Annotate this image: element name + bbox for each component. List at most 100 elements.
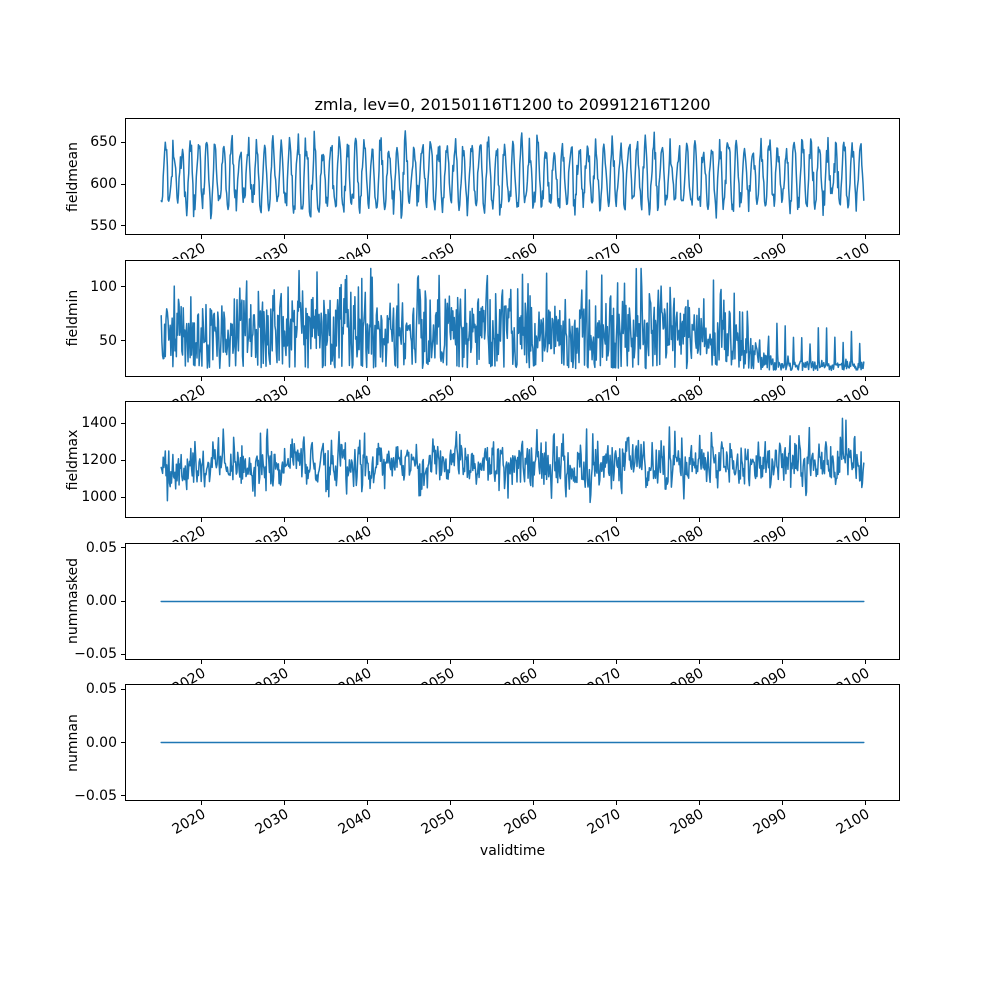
x-tick — [864, 376, 866, 381]
x-tick — [781, 801, 783, 805]
axes-numnan — [125, 684, 900, 801]
y-tick — [121, 688, 125, 690]
x-tick — [283, 235, 285, 239]
y-tick-label: 0.00 — [85, 593, 117, 609]
x-tick — [532, 801, 534, 805]
x-tick — [532, 518, 534, 522]
axes-fieldmean — [125, 118, 900, 235]
x-tick-labels: 2020 2030 2040 2050 2060 2070 2080 2090 2100 — [0, 802, 1000, 848]
y-tick-label: −0.05 — [74, 787, 117, 804]
x-tick-label-clipped: 2020 — [170, 240, 209, 259]
x-tick — [532, 235, 534, 239]
y-tick-label: 0.05 — [85, 681, 117, 698]
y-tick — [121, 286, 125, 288]
x-tick — [615, 235, 617, 239]
x-tick — [449, 801, 451, 805]
y-tick-label: 0.05 — [85, 539, 117, 556]
x-tick — [366, 518, 368, 522]
x-tick — [200, 235, 202, 239]
y-axis-label-numnan: numnan — [65, 713, 81, 772]
x-tick — [200, 659, 202, 664]
series-line-fieldmin — [160, 267, 865, 371]
y-axis-label-fieldmean: fieldmean — [65, 141, 81, 212]
y-tick — [121, 653, 125, 655]
x-tick — [283, 376, 285, 381]
x-tick — [283, 801, 285, 805]
x-axis-label: validtime — [479, 843, 546, 859]
x-tick — [449, 235, 451, 239]
y-tick — [121, 459, 125, 461]
y-tick-label: 1000 — [81, 489, 117, 506]
x-tick — [366, 659, 368, 664]
x-tick — [283, 518, 285, 522]
x-tick — [781, 376, 783, 381]
x-tick-label-clipped: 2020 — [170, 381, 209, 401]
x-tick — [698, 376, 700, 381]
x-tick — [449, 659, 451, 664]
y-tick-label: 600 — [90, 176, 117, 192]
x-tick-labels-clipped: 2020 2030 2040 2050 2060 2070 2080 2090 2100 — [0, 519, 1000, 542]
plot-area-fieldmin — [160, 267, 865, 371]
y-axis-label-fieldmax: fieldmax — [65, 429, 81, 490]
x-tick — [366, 801, 368, 805]
x-tick — [449, 376, 451, 381]
y-tick — [121, 183, 125, 185]
axes-fieldmax — [125, 401, 900, 518]
y-axis-label-fieldmin: fieldmin — [65, 289, 81, 347]
x-tick — [698, 518, 700, 522]
x-tick — [781, 235, 783, 239]
y-tick — [121, 742, 125, 743]
x-tick — [864, 518, 866, 522]
x-tick — [200, 518, 202, 522]
y-tick — [121, 225, 125, 227]
x-tick — [781, 659, 783, 664]
y-tick — [121, 141, 125, 143]
x-tick — [781, 518, 783, 522]
x-tick — [200, 376, 202, 381]
x-tick-labels-clipped: 2020 2030 2040 2050 2060 2070 2080 2090 2100 — [0, 661, 1000, 684]
y-tick-label: 100 — [90, 278, 117, 295]
y-tick — [121, 795, 125, 797]
x-tick — [615, 801, 617, 805]
y-tick-label: 650 — [90, 134, 117, 151]
x-tick — [864, 801, 866, 805]
series-line-fieldmean — [160, 130, 865, 220]
y-tick-label: 0.00 — [85, 734, 117, 751]
x-tick — [698, 801, 700, 805]
y-tick-label: 50 — [99, 332, 117, 349]
x-tick — [366, 235, 368, 239]
figure-title: zmla, lev=0, 20150116T1200 to 20991216T1… — [314, 95, 711, 114]
y-tick — [121, 422, 125, 424]
plot-area-fieldmax — [160, 417, 865, 504]
x-tick — [366, 376, 368, 381]
series-line-fieldmax — [160, 417, 865, 504]
x-tick-labels-clipped: 2020 2030 2040 2050 2060 2070 2080 2090 2100 — [0, 378, 1000, 401]
x-tick — [532, 376, 534, 381]
y-tick — [121, 600, 125, 602]
x-tick — [615, 659, 617, 664]
x-tick — [698, 659, 700, 664]
y-tick — [121, 496, 125, 498]
y-axis-label-nummasked: nummasked — [65, 558, 81, 645]
x-tick — [615, 518, 617, 522]
x-tick — [532, 659, 534, 664]
x-tick — [864, 659, 866, 664]
x-tick-labels-clipped: 2020 2030 2040 2050 2060 2070 2080 2090 2100 — [0, 236, 1000, 259]
x-tick — [615, 376, 617, 381]
x-tick — [698, 235, 700, 239]
x-tick — [449, 518, 451, 522]
y-tick-label: 1200 — [81, 452, 117, 469]
x-tick — [200, 801, 202, 805]
x-tick — [283, 659, 285, 664]
axes-fieldmin — [125, 259, 900, 377]
y-tick — [121, 340, 125, 342]
y-tick-label: 1400 — [81, 415, 117, 432]
plot-area-numnan — [160, 741, 865, 744]
plot-area-fieldmean — [160, 130, 865, 220]
axes-nummasked — [125, 542, 900, 660]
y-tick — [121, 547, 125, 549]
y-tick-label: 550 — [90, 217, 117, 234]
y-tick-label: −0.05 — [74, 646, 117, 663]
x-tick — [864, 235, 866, 239]
